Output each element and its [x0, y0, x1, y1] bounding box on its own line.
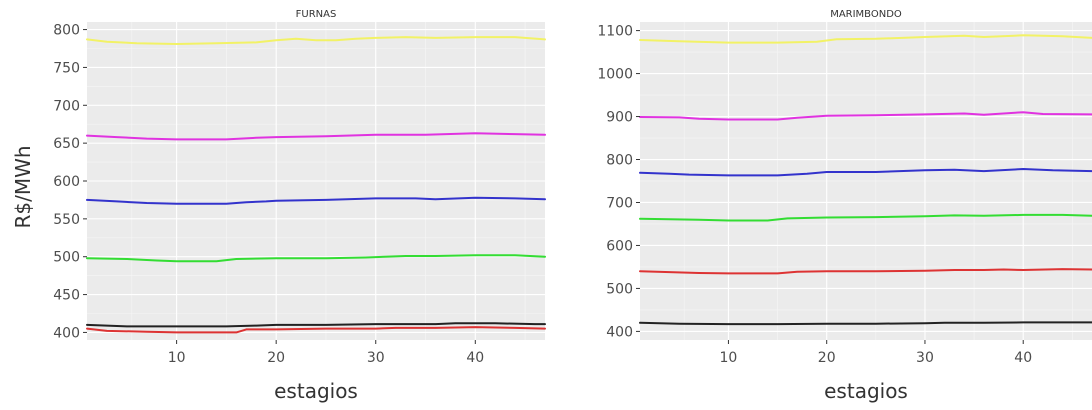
series-line-1 — [86, 36, 546, 45]
series-lines — [86, 36, 546, 334]
series-line-1 — [639, 34, 1092, 44]
x-axis-label: estagios — [274, 379, 358, 403]
y-tick-label: 700 — [606, 195, 633, 211]
x-tick-labels: 10 20 30 40 — [168, 340, 484, 366]
y-tick-label: 1000 — [597, 67, 633, 83]
y-tick-label: 800 — [606, 153, 633, 169]
x-axis-label: estagios — [824, 379, 908, 403]
series-line-3 — [639, 168, 1092, 177]
x-tick-label: 10 — [168, 350, 186, 366]
x-tick-labels: 10 20 30 40 — [720, 340, 1032, 366]
x-tick-label: 20 — [818, 350, 836, 366]
y-tick-labels: 400 450 500 550 600 650 700 750 800 — [53, 23, 87, 341]
series-line-4 — [86, 254, 546, 263]
x-tick-label: 20 — [267, 350, 285, 366]
grid — [640, 22, 1092, 340]
series-line-5 — [639, 268, 1092, 275]
y-tick-label: 750 — [53, 60, 80, 76]
y-tick-label: 550 — [53, 212, 80, 228]
chart-furnas: FURNAS 400 450 500 550 600 650 700 750 800 10 20 3… — [53, 9, 546, 403]
y-tick-label: 700 — [53, 98, 80, 114]
x-tick-label: 40 — [1014, 350, 1032, 366]
series-lines — [639, 34, 1092, 326]
y-tick-label: 1100 — [597, 24, 633, 40]
x-tick-label: 30 — [916, 350, 934, 366]
series-line-3 — [86, 196, 546, 205]
y-tick-label: 500 — [606, 281, 633, 297]
x-tick-label: 30 — [367, 350, 385, 366]
chart-title: FURNAS — [296, 9, 337, 20]
x-tick-label: 10 — [720, 350, 738, 366]
series-line-2 — [639, 111, 1092, 121]
grid — [87, 22, 545, 340]
chart-title: MARIMBONDO — [830, 9, 902, 20]
y-tick-label: 600 — [606, 238, 633, 254]
y-tick-label: 800 — [53, 23, 80, 39]
y-tick-label: 500 — [53, 250, 80, 266]
y-tick-label: 600 — [53, 174, 80, 190]
series-line-4 — [639, 213, 1092, 222]
series-line-5 — [86, 322, 546, 328]
y-tick-label: 400 — [53, 325, 80, 341]
y-tick-labels: 400 500 600 700 800 900 1000 1100 — [597, 24, 640, 340]
x-tick-label: 40 — [466, 350, 484, 366]
series-line-2 — [86, 132, 546, 141]
y-tick-label: 900 — [606, 110, 633, 126]
series-line-6 — [86, 326, 546, 334]
chart-marimbondo: MARIMBONDO 400 500 600 700 800 900 1000 1100 10… — [597, 9, 1092, 403]
y-tick-label: 450 — [53, 288, 80, 304]
y-tick-label: 650 — [53, 136, 80, 152]
y-axis-label: R$/MWh — [11, 145, 35, 228]
series-line-6 — [639, 321, 1092, 326]
y-tick-label: 400 — [606, 324, 633, 340]
